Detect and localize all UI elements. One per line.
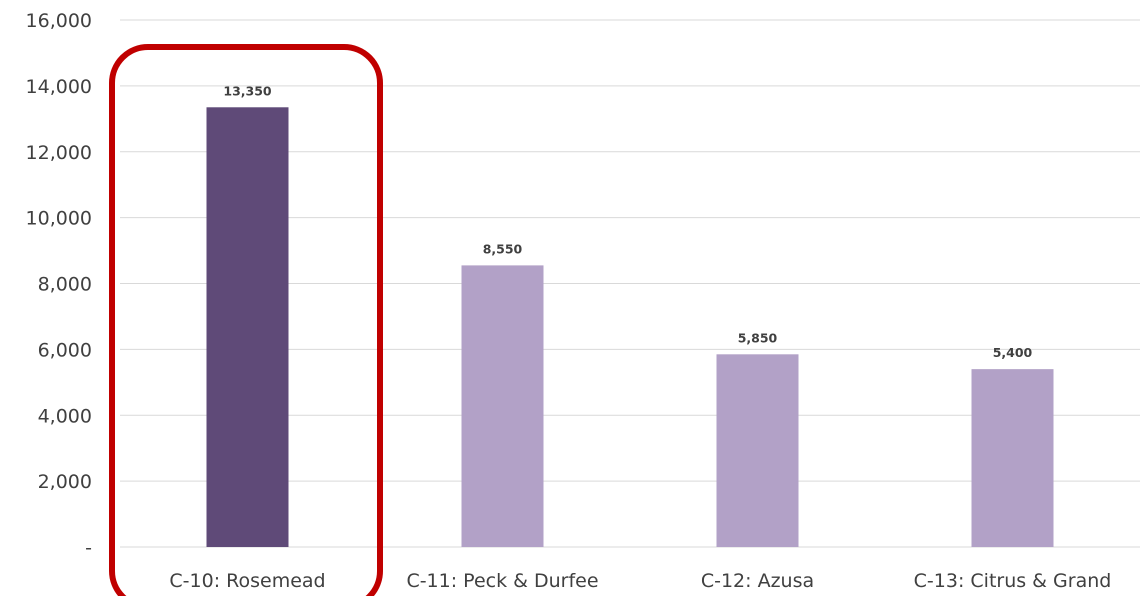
bars	[206, 107, 1054, 548]
data-labels: 13,350 8,550 5,850 5,400	[223, 83, 1032, 360]
bar	[716, 354, 799, 547]
x-category-label: C-11: Peck & Durfee	[406, 570, 598, 592]
y-tick-label: 14,000	[26, 76, 92, 98]
highlight-box	[109, 44, 383, 596]
y-tick-label: 4,000	[38, 405, 92, 427]
data-label: 5,850	[738, 330, 778, 345]
data-label: 5,400	[993, 345, 1033, 360]
x-category-label: C-12: Azusa	[701, 570, 814, 592]
x-axis-category-labels: C-10: Rosemead C-11: Peck & Durfee C-12: A…	[169, 570, 1111, 592]
y-axis-tick-labels: - 2,000 4,000 6,000 8,000 10,000 12,000 14,000 1…	[26, 10, 92, 559]
y-tick-label: -	[85, 537, 92, 559]
y-tick-label: 8,000	[38, 274, 92, 296]
gridlines	[120, 19, 1140, 548]
y-tick-label: 2,000	[38, 471, 92, 493]
y-tick-label: 12,000	[26, 142, 92, 164]
bar	[971, 369, 1054, 547]
y-tick-label: 6,000	[38, 339, 92, 361]
x-category-label: C-10: Rosemead	[169, 570, 325, 592]
bar	[206, 107, 289, 548]
data-label: 13,350	[223, 83, 272, 98]
y-tick-label: 16,000	[26, 10, 92, 32]
bar	[461, 265, 544, 547]
x-category-label: C-13: Citrus & Grand	[914, 570, 1112, 592]
data-label: 8,550	[483, 241, 523, 256]
y-tick-label: 10,000	[26, 208, 92, 230]
